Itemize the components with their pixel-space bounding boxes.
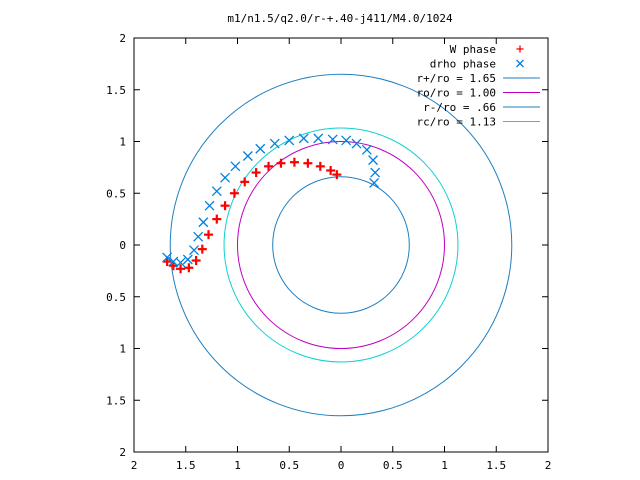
legend-entry-2: r+/ro = 1.65 — [417, 72, 540, 85]
drho-phase-point-18 — [341, 135, 352, 146]
w-phase-point-3 — [184, 263, 194, 273]
legend-entry-3: ro/ro = 1.00 — [417, 87, 540, 100]
drho-phase-point-12 — [255, 143, 266, 154]
x-tick-label-2: 1 — [234, 459, 241, 472]
axis-ticks: 2 1.5 1 0.5 0 0.5 1 1.5 221.510.500.511.52 — [106, 32, 551, 472]
drho-phase-point-15 — [298, 133, 309, 144]
drho-phase-point-8 — [211, 186, 222, 197]
legend-entry-4: r-/ro = .66 — [423, 101, 540, 114]
legend-plus-marker — [516, 45, 524, 53]
w-phase-point-1 — [168, 261, 178, 271]
drho-phase-point-6 — [198, 217, 209, 228]
drho-phase-point-4 — [189, 245, 199, 256]
drho-phase-point-11 — [242, 151, 253, 161]
x-tick-label-3: 0.5 — [279, 459, 299, 472]
drho-phase-point-21 — [368, 155, 379, 166]
w-phase-point-14 — [289, 157, 299, 167]
legend-label: rc/ro = 1.13 — [417, 116, 496, 129]
x-tick-label-8: 2 — [545, 459, 552, 472]
x-tick-label-6: 1 — [441, 459, 448, 472]
x-tick-label-5: 0.5 — [383, 459, 403, 472]
drho-phase-point-16 — [313, 133, 324, 144]
legend-label: drho phase — [430, 58, 496, 71]
legend-entry-5: rc/ro = 1.13 — [417, 116, 540, 129]
legend-label: r+/ro = 1.65 — [417, 72, 496, 85]
legend-label: ro/ro = 1.00 — [417, 87, 496, 100]
y-tick-label-7: 1.5 — [106, 394, 126, 407]
drho-phase-point-2 — [175, 257, 186, 268]
y-tick-label-0: 2 — [119, 32, 126, 45]
drho-phase-point-3 — [182, 254, 193, 265]
drho-phase-point-7 — [204, 200, 215, 211]
x-tick-label-7: 1.5 — [486, 459, 506, 472]
w-phase-point-18 — [332, 170, 342, 180]
x-tick-label-1: 1.5 — [176, 459, 196, 472]
drho-phase-point-5 — [193, 231, 204, 242]
w-phase-point-4 — [191, 256, 201, 266]
w-phase-point-12 — [264, 161, 274, 171]
w-phase-point-5 — [197, 244, 207, 254]
y-tick-label-4: 0 — [119, 239, 126, 252]
drho-phase-point-17 — [327, 134, 338, 145]
drho-phase-point-22 — [370, 167, 381, 178]
radius-circle-0 — [169, 73, 513, 417]
y-tick-label-5: 0.5 — [106, 291, 126, 304]
w-phase-point-13 — [276, 158, 286, 168]
w-phase-point-6 — [204, 230, 214, 240]
y-tick-label-1: 1.5 — [106, 84, 126, 97]
drho-phase-point-0 — [162, 252, 173, 263]
w-phase-point-8 — [220, 201, 230, 211]
y-tick-label-6: 1 — [119, 343, 126, 356]
y-tick-label-8: 2 — [119, 446, 126, 459]
w-phase-point-0 — [162, 257, 172, 267]
radius-circle-3 — [223, 127, 459, 363]
legend-label: W phase — [450, 43, 496, 56]
drho-phase-point-20 — [361, 144, 372, 155]
circles-layer — [169, 73, 513, 417]
w-phase-point-11 — [251, 168, 261, 178]
w-phase-point-17 — [326, 165, 336, 175]
legend-label: r-/ro = .66 — [423, 101, 496, 114]
series-layer — [162, 133, 381, 274]
legend-cross-marker — [516, 59, 524, 68]
x-tick-label-4: 0 — [338, 459, 345, 472]
legend-entry-0: W phase — [450, 43, 524, 56]
drho-phase-point-14 — [284, 135, 295, 146]
radius-circle-1 — [237, 141, 445, 349]
w-phase-point-2 — [176, 264, 186, 274]
drho-phase-point-13 — [269, 138, 280, 149]
w-phase-point-15 — [303, 158, 313, 168]
w-phase-point-7 — [212, 214, 222, 224]
y-tick-label-3: 0.5 — [106, 187, 126, 200]
legend-entry-1: drho phase — [430, 58, 524, 71]
x-tick-label-0: 2 — [131, 459, 138, 472]
radius-circle-2 — [272, 176, 410, 314]
chart-title: m1/n1.5/q2.0/r-+.40-j411/M4.0/1024 — [227, 12, 453, 25]
drho-phase-point-9 — [220, 172, 231, 183]
w-phase-point-16 — [315, 161, 325, 171]
w-phase-point-9 — [229, 188, 239, 198]
drho-phase-point-10 — [230, 161, 241, 172]
y-tick-label-2: 1 — [119, 136, 126, 149]
drho-phase-point-23 — [369, 177, 380, 188]
drho-phase-point-19 — [351, 138, 362, 149]
w-phase-point-10 — [240, 177, 250, 187]
